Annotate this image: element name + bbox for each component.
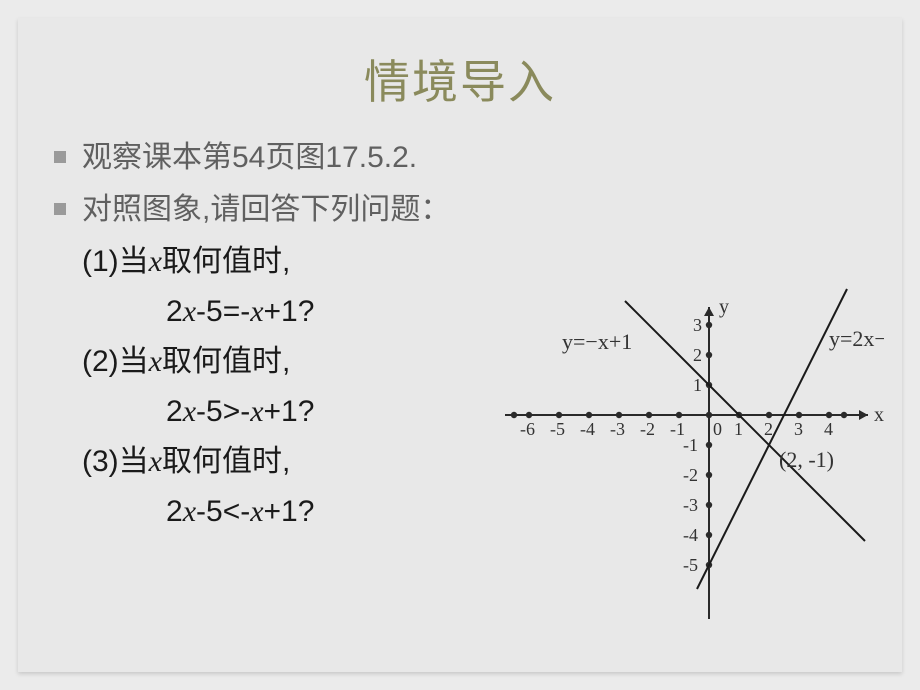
bullet-icon — [54, 203, 66, 215]
svg-text:-1: -1 — [683, 435, 698, 455]
svg-text:4: 4 — [824, 419, 833, 439]
svg-text:-6: -6 — [520, 419, 535, 439]
slide: 情境导入 观察课本第54页图17.5.2. 对照图象,请回答下列问题： (1)当… — [18, 18, 902, 672]
svg-text:2: 2 — [764, 419, 773, 439]
svg-text:x: x — [874, 404, 884, 426]
bullet-row-1: 观察课本第54页图17.5.2. — [54, 134, 882, 182]
svg-text:-3: -3 — [610, 419, 625, 439]
svg-text:-4: -4 — [683, 525, 698, 545]
svg-text:2: 2 — [693, 345, 702, 365]
svg-text:-5: -5 — [550, 419, 565, 439]
bullet-2: 对照图象,请回答下列问题： — [82, 186, 450, 234]
bullet-icon — [54, 151, 66, 163]
svg-text:y: y — [719, 296, 729, 318]
svg-text:0: 0 — [713, 419, 722, 439]
svg-text:(2, -1): (2, -1) — [779, 447, 834, 472]
svg-text:1: 1 — [734, 419, 743, 439]
bullet-row-2: 对照图象,请回答下列问题： — [54, 186, 882, 234]
svg-text:3: 3 — [794, 419, 803, 439]
svg-text:-2: -2 — [640, 419, 655, 439]
svg-text:-5: -5 — [683, 555, 698, 575]
svg-text:y=−x+1: y=−x+1 — [562, 329, 632, 354]
svg-text:-2: -2 — [683, 465, 698, 485]
slide-title: 情境导入 — [18, 46, 902, 112]
graph: xy-6-5-4-3-2-112340123-1-2-3-4-5y=−x+1y=… — [464, 240, 884, 640]
svg-text:-4: -4 — [580, 419, 595, 439]
svg-text:3: 3 — [693, 315, 702, 335]
svg-text:y=2x−5: y=2x−5 — [829, 326, 884, 351]
svg-text:-3: -3 — [683, 495, 698, 515]
bullet-1: 观察课本第54页图17.5.2. — [82, 134, 417, 182]
